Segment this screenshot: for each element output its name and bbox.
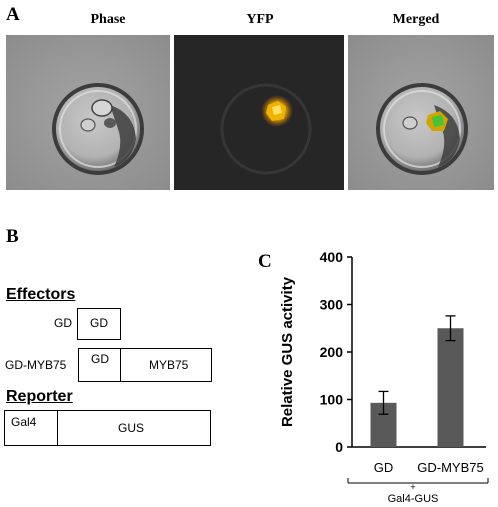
panel-a-letter: A <box>6 4 20 25</box>
x-tick-label-1: GD-MYB75 <box>417 460 483 475</box>
myb75-box: MYB75 <box>120 348 212 382</box>
yfp-label: YFP <box>246 12 274 27</box>
y-tick-label: 200 <box>320 344 344 360</box>
yfp-micrograph <box>174 35 344 190</box>
gd-domain-box: GD <box>77 308 121 340</box>
merged-label: Merged <box>392 12 440 27</box>
phase-micrograph <box>6 35 170 190</box>
panel-c-letter: C <box>258 251 272 272</box>
x-tick-label-0: GD <box>374 460 394 475</box>
y-axis-label: Relative GUS activity <box>279 276 296 427</box>
panel-b-letter: B <box>6 226 19 247</box>
y-tick-label: 100 <box>320 392 344 408</box>
myb75-label: MYB75 <box>149 358 189 372</box>
gd-domain-label: GD <box>90 316 108 330</box>
y-tick-label: 300 <box>320 297 344 313</box>
gd-domain-label-2: GD <box>91 352 109 366</box>
gus-activity-chart: 0 100 200 300 400 Relative GUS activity GD GD-M… <box>279 249 489 505</box>
gal4-box: Gal4 <box>4 410 59 446</box>
reporter-heading: Reporter <box>6 388 73 405</box>
gus-label: GUS <box>118 421 145 435</box>
effectors-heading: Effectors <box>6 286 76 303</box>
y-tick-label: 0 <box>335 439 343 455</box>
gal4-label: Gal4 <box>11 415 37 429</box>
construct-gd-name: GD <box>54 316 72 330</box>
group-label: Gal4-GUS <box>388 493 439 505</box>
construct-gd-myb75-name: GD-MYB75 <box>5 358 67 372</box>
y-tick-label: 400 <box>320 249 344 265</box>
gd-domain-box-2: GD <box>78 348 122 382</box>
bar-1 <box>437 328 464 447</box>
group-sign: + <box>410 482 415 492</box>
gus-box: GUS <box>57 410 211 446</box>
merged-micrograph <box>348 35 494 190</box>
phase-label: Phase <box>90 12 126 27</box>
